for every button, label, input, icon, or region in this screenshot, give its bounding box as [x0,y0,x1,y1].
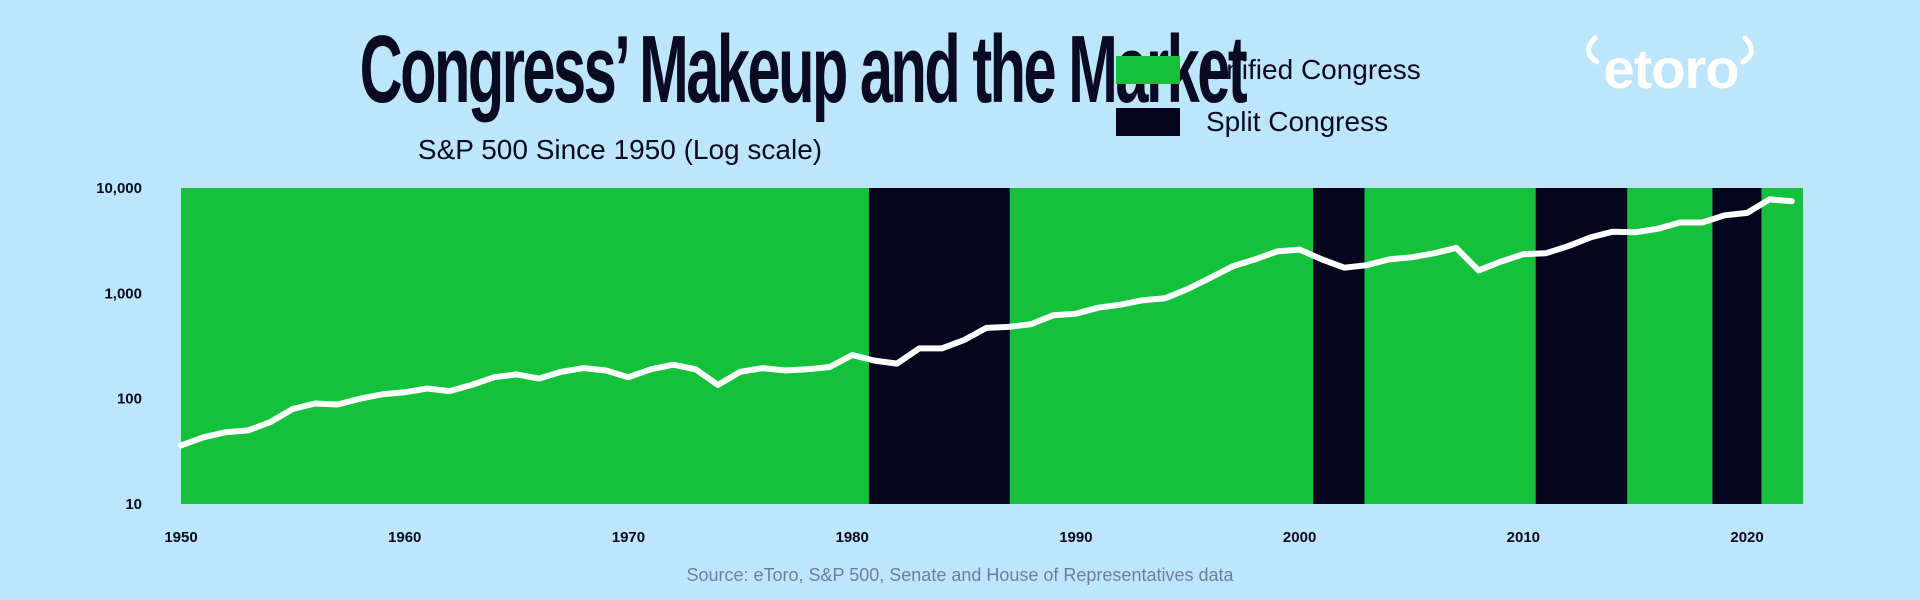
chart-title: Congress’ Makeup and the Market [359,16,1248,123]
x-axis-ticks: 1950 1960 1970 1980 1990 2000 2010 2020 [164,529,1763,546]
x-tick-label: 2020 [1730,529,1763,546]
congress-period-bands [181,188,1803,504]
x-tick-label: 1990 [1059,529,1092,546]
period-band-unified-8 [1761,188,1803,504]
y-tick-label: 100 [117,391,142,408]
period-band-split-3 [1313,188,1365,504]
bull-horns-icon [1586,35,1754,65]
period-band-split-5 [1535,188,1628,504]
sp500-line [178,196,1795,449]
x-tick-label: 1980 [835,529,868,546]
y-tick-label: 1,000 [104,285,142,302]
logo-text: etoro [1603,37,1740,100]
etoro-logo: etoro [1575,30,1765,100]
x-tick-label: 1960 [388,529,421,546]
legend-label-unified: Unified Congress [1206,54,1421,85]
period-band-split-7 [1712,188,1762,504]
period-band-unified-4 [1364,188,1536,504]
x-tick-label: 1970 [612,529,645,546]
legend-swatch-split [1116,108,1180,136]
source-note: Source: eToro, S&P 500, Senate and House… [686,565,1234,585]
y-axis-ticks: 10 100 1,000 10,000 [96,180,142,513]
x-tick-label: 2010 [1507,529,1540,546]
legend-item-unified: Unified Congress [1116,44,1421,96]
chart-subtitle: S&P 500 Since 1950 (Log scale) [417,134,823,165]
legend-swatch-unified [1116,56,1180,84]
period-band-unified-0 [181,188,869,504]
sp500-chart: 10 100 1,000 10,000 1950 1960 1970 1980 1990 200… [96,180,1803,546]
period-band-unified-2 [1009,188,1314,504]
x-tick-label: 2000 [1283,529,1316,546]
y-tick-label: 10,000 [96,180,142,197]
period-band-unified-6 [1627,188,1713,504]
x-tick-label: 1950 [164,529,197,546]
legend-item-split: Split Congress [1116,96,1421,148]
legend: Unified Congress Split Congress [1116,44,1421,148]
legend-label-split: Split Congress [1206,106,1389,137]
y-tick-label: 10 [125,496,142,513]
